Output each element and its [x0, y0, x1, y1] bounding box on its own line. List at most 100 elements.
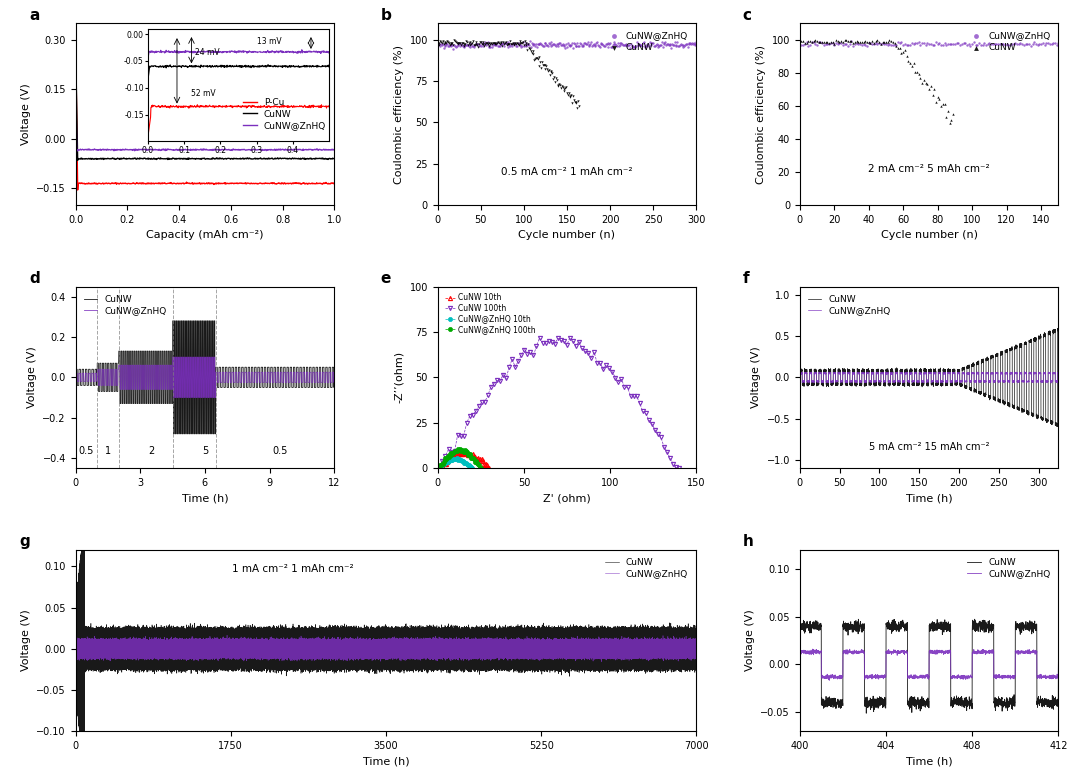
CuNW@ZnHQ	[529, 38, 546, 51]
CuNW@ZnHQ 10th	[440, 457, 453, 467]
CuNW 10th	[477, 459, 490, 468]
CuNW	[946, 365, 959, 374]
CuNW	[456, 38, 473, 51]
CuNW	[458, 34, 475, 47]
CuNW@ZnHQ	[865, 37, 882, 50]
CuNW@ZnHQ	[659, 38, 676, 51]
CuNW@ZnHQ	[168, 352, 181, 362]
CuNW	[847, 36, 864, 48]
CuNW	[441, 39, 458, 51]
CuNW@ZnHQ	[821, 37, 838, 50]
CuNW@ZnHQ 100th	[473, 461, 486, 470]
CuNW@ZnHQ	[462, 40, 480, 53]
Text: g: g	[19, 534, 30, 549]
CuNW@ZnHQ	[1048, 39, 1065, 51]
CuNW@ZnHQ 10th	[451, 454, 464, 464]
CuNW@ZnHQ	[554, 38, 571, 51]
CuNW	[900, 54, 917, 67]
CuNW	[856, 35, 874, 47]
CuNW	[834, 37, 851, 49]
CuNW	[825, 37, 842, 50]
CuNW	[815, 36, 833, 48]
CuNW@ZnHQ	[444, 39, 461, 51]
CuNW@ZnHQ	[611, 37, 629, 49]
CuNW 10th	[440, 457, 453, 467]
CuNW@ZnHQ	[862, 37, 879, 49]
CuNW@ZnHQ	[464, 40, 482, 52]
Text: f: f	[743, 271, 750, 286]
CuNW@ZnHQ	[949, 37, 967, 50]
CuNW@ZnHQ	[166, 352, 179, 362]
CuNW	[470, 40, 487, 53]
CuNW@ZnHQ	[442, 40, 459, 52]
CuNW	[447, 36, 464, 48]
CuNW	[167, 429, 180, 439]
CuNW	[549, 80, 566, 93]
CuNW@ZnHQ	[847, 38, 864, 51]
CuNW	[485, 37, 502, 49]
CuNW@ZnHQ	[501, 39, 518, 51]
Legend: CuNW, CuNW@ZnHQ: CuNW, CuNW@ZnHQ	[963, 554, 1054, 582]
CuNW@ZnHQ 10th	[454, 455, 467, 464]
CuNW@ZnHQ	[678, 639, 691, 648]
CuNW	[912, 72, 929, 84]
CuNW	[908, 65, 926, 78]
CuNW@ZnHQ	[470, 38, 487, 51]
CuNW@ZnHQ	[530, 38, 548, 51]
CuNW@ZnHQ	[676, 39, 693, 51]
CuNW@ZnHQ	[446, 40, 463, 52]
CuNW	[833, 35, 850, 47]
CuNW 10th	[440, 459, 453, 468]
Legend: CuNW, CuNW@ZnHQ: CuNW, CuNW@ZnHQ	[80, 291, 171, 319]
CuNW	[999, 346, 1012, 356]
CuNW 10th	[468, 451, 481, 461]
Legend: CuNW@ZnHQ, CuNW: CuNW@ZnHQ, CuNW	[963, 28, 1054, 56]
CuNW@ZnHQ	[1001, 39, 1018, 51]
CuNW@ZnHQ	[543, 39, 561, 51]
CuNW	[565, 93, 582, 106]
CuNW@ZnHQ	[1047, 37, 1064, 49]
CuNW@ZnHQ	[558, 40, 576, 53]
CuNW@ZnHQ	[873, 38, 890, 51]
CuNW@ZnHQ	[615, 39, 632, 51]
CuNW	[488, 38, 505, 51]
CuNW	[517, 39, 535, 51]
CuNW	[555, 82, 572, 95]
CuNW@ZnHQ	[616, 39, 633, 51]
CuNW@ZnHQ	[575, 40, 592, 52]
CuNW@ZnHQ	[908, 37, 926, 50]
CuNW@ZnHQ 100th	[465, 454, 478, 463]
CuNW	[807, 34, 824, 47]
CuNW@ZnHQ	[613, 37, 631, 50]
CuNW	[808, 35, 825, 47]
X-axis label: Cycle number (n): Cycle number (n)	[880, 230, 977, 240]
CuNW	[919, 78, 936, 90]
CuNW@ZnHQ	[672, 39, 689, 51]
CuNW	[494, 40, 511, 52]
CuNW	[496, 37, 513, 50]
CuNW 100th	[433, 464, 446, 473]
CuNW@ZnHQ	[1036, 39, 1053, 51]
CuNW	[446, 35, 463, 47]
CuNW@ZnHQ	[633, 39, 650, 51]
CuNW@ZnHQ 100th	[471, 458, 484, 468]
CuNW@ZnHQ	[604, 39, 621, 51]
CuNW@ZnHQ	[905, 38, 922, 51]
CuNW@ZnHQ	[957, 37, 974, 49]
CuNW	[450, 37, 468, 49]
CuNW@ZnHQ 10th	[437, 460, 450, 469]
CuNW	[497, 35, 514, 47]
CuNW	[932, 100, 949, 112]
CuNW@ZnHQ	[980, 38, 997, 51]
CuNW	[868, 34, 886, 47]
CuNW@ZnHQ	[954, 38, 971, 51]
CuNW	[468, 36, 485, 48]
CuNW 10th	[476, 454, 489, 464]
CuNW@ZnHQ	[671, 40, 688, 52]
CuNW	[526, 53, 543, 65]
CuNW	[495, 35, 512, 47]
CuNW@ZnHQ	[192, 145, 205, 155]
CuNW@ZnHQ	[102, 649, 114, 658]
CuNW@ZnHQ 10th	[453, 454, 465, 464]
CuNW@ZnHQ	[606, 37, 623, 49]
